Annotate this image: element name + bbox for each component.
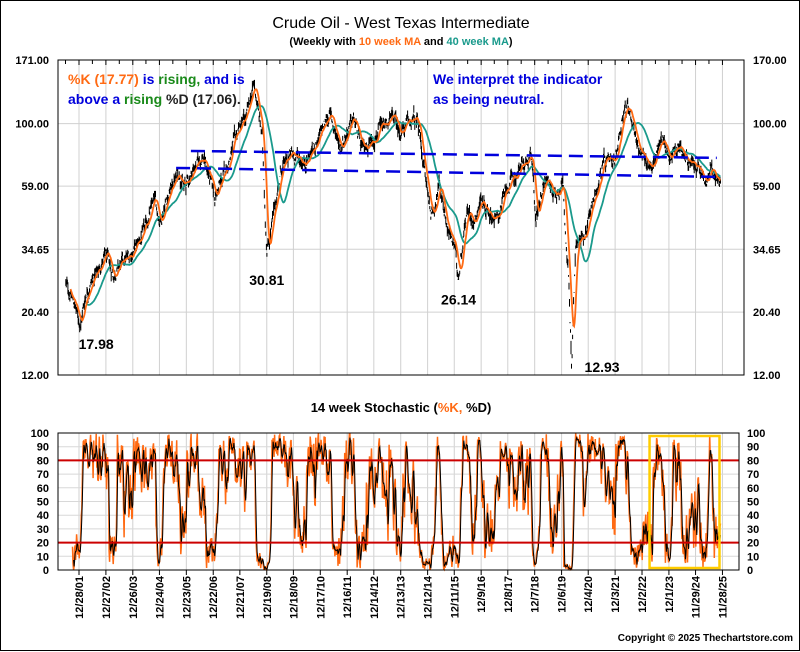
stoch-y-label-left: 100 — [31, 428, 49, 440]
x-tick-label: 12/23/05 — [181, 576, 193, 619]
x-tick-label: 12/4/20 — [583, 576, 595, 613]
y-tick-label-left: 171.00 — [15, 55, 49, 67]
stoch-y-label-left: 60 — [37, 483, 49, 495]
y-tick-label-right: 12.00 — [753, 370, 781, 382]
stoch-y-label-right: 50 — [747, 497, 759, 509]
stoch-y-label-left: 40 — [37, 510, 49, 522]
main-plot-frame — [57, 59, 745, 376]
stoch-y-label-left: 70 — [37, 469, 49, 481]
y-tick-label-left: 12.00 — [21, 370, 49, 382]
stoch-y-label-right: 20 — [747, 538, 759, 550]
highlight-box — [648, 434, 721, 570]
stochastic-title: 14 week Stochastic (%K, %D) — [311, 400, 492, 415]
stoch-y-label-right: 30 — [747, 524, 759, 536]
x-tick-label: 11/28/25 — [717, 576, 729, 618]
x-tick-label: 12/22/06 — [208, 576, 220, 619]
y-tick-label-right: 20.40 — [753, 307, 781, 319]
trendline — [190, 149, 717, 160]
stoch-y-label-right: 10 — [747, 551, 759, 563]
x-tick-label: 12/11/15 — [449, 576, 461, 618]
y-tick-label-left: 59.00 — [21, 181, 49, 193]
x-tick-label: 12/19/08 — [262, 576, 274, 619]
x-tick-label: 12/24/04 — [154, 575, 166, 619]
stoch-y-label-left: 30 — [37, 524, 49, 536]
annotation-left-2: above a rising %D (17.06). — [68, 91, 241, 107]
x-tick-label: 12/26/03 — [128, 576, 140, 619]
stoch-y-label-left: 10 — [37, 551, 49, 563]
y-tick-label-right: 100.00 — [753, 119, 787, 131]
copyright: Copyright © 2025 Thechartstore.com — [618, 633, 793, 644]
low-label: 12.93 — [585, 359, 620, 375]
x-tick-label: 12/14/12 — [369, 576, 381, 619]
x-tick-label: 12/16/11 — [342, 576, 354, 618]
annotation-right-2: as being neutral. — [433, 91, 544, 107]
x-tick-label: 12/18/09 — [288, 576, 300, 619]
ma10-line — [69, 88, 721, 329]
y-tick-label-left: 34.65 — [21, 244, 49, 256]
ma40-line — [85, 105, 721, 306]
chart-title: Crude Oil - West Texas Intermediate — [272, 15, 529, 32]
stoch-y-label-left: 20 — [37, 538, 49, 550]
stoch-y-label-right: 80 — [747, 455, 759, 467]
x-tick-label: 12/28/01 — [74, 576, 86, 619]
x-tick-label: 12/8/17 — [503, 576, 515, 613]
x-tick-label: 11/29/24 — [691, 575, 703, 618]
low-label: 26.14 — [441, 292, 476, 308]
x-tick-label: 12/12/14 — [423, 575, 435, 619]
x-tick-label: 12/6/19 — [557, 576, 569, 613]
chart-subtitle: (Weekly with 10 week MA and 40 week MA) — [289, 36, 513, 48]
stoch-y-label-right: 100 — [747, 428, 765, 440]
stoch-y-label-right: 90 — [747, 442, 759, 454]
y-tick-label-left: 20.40 — [21, 307, 49, 319]
x-tick-label: 12/9/16 — [476, 576, 488, 613]
stoch-y-label-left: 0 — [43, 565, 49, 577]
x-tick-label: 12/7/18 — [530, 576, 542, 613]
stoch-plot-frame — [57, 432, 740, 571]
x-tick-label: 12/3/21 — [610, 576, 622, 613]
y-tick-label-right: 34.65 — [753, 244, 781, 256]
stoch-y-label-left: 50 — [37, 497, 49, 509]
y-tick-label-left: 100.00 — [15, 119, 49, 131]
stoch-y-label-left: 80 — [37, 455, 49, 467]
stoch-y-label-right: 0 — [747, 565, 753, 577]
y-tick-label-right: 170.00 — [753, 55, 787, 67]
low-label: 17.98 — [79, 336, 114, 352]
trendline — [176, 166, 717, 179]
stoch-y-label-right: 60 — [747, 483, 759, 495]
x-tick-label: 12/17/10 — [315, 576, 327, 619]
x-tick-label: 12/21/07 — [235, 576, 247, 619]
x-tick-label: 12/2/22 — [637, 576, 649, 613]
x-tick-label: 12/1/23 — [664, 576, 676, 613]
stoch-y-label-left: 90 — [37, 442, 49, 454]
y-tick-label-right: 59.00 — [753, 181, 781, 193]
low-label: 30.81 — [249, 272, 284, 288]
x-tick-label: 12/27/02 — [101, 576, 113, 619]
annotation-left-1: %K (17.77) is rising, and is — [68, 71, 245, 87]
stoch-y-label-right: 40 — [747, 510, 759, 522]
stoch-y-label-right: 70 — [747, 469, 759, 481]
annotation-right-1: We interpret the indicator — [433, 71, 603, 87]
x-tick-label: 12/13/13 — [396, 576, 408, 619]
